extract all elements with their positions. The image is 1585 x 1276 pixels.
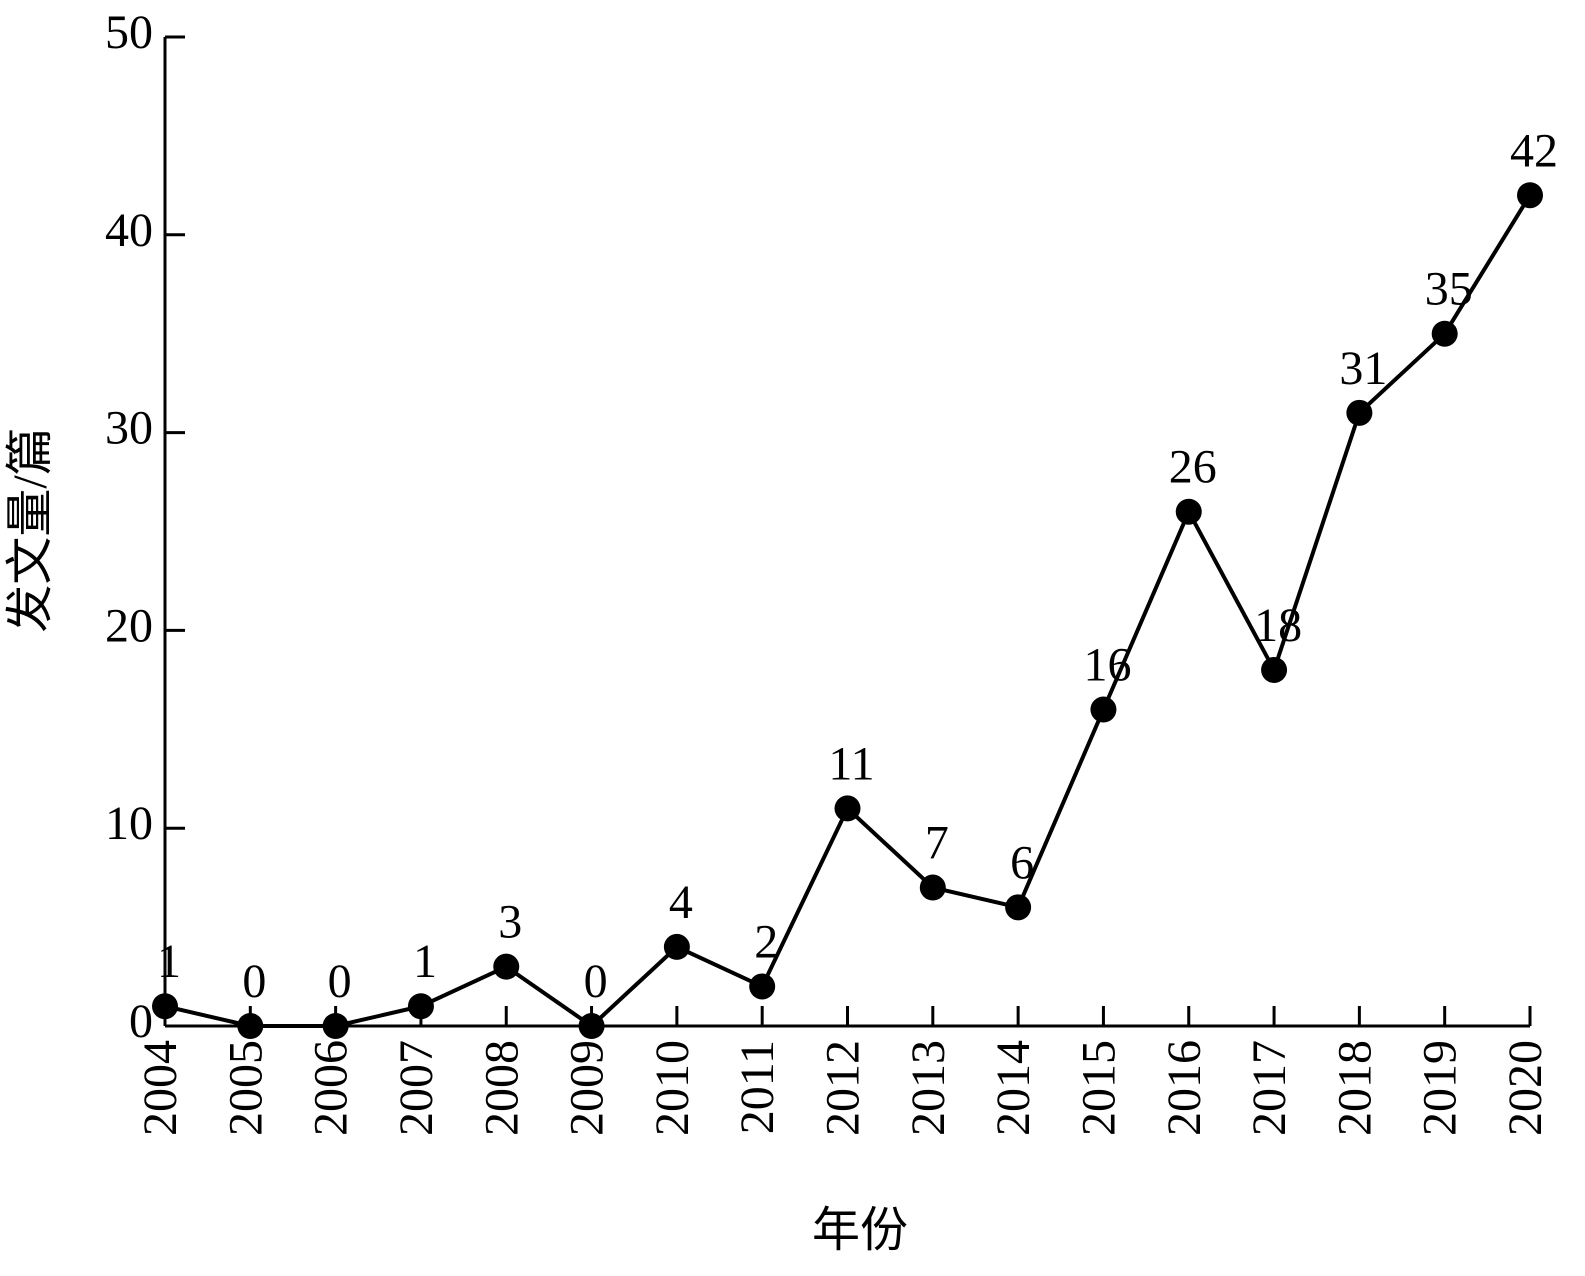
point <box>493 953 520 980</box>
data-label: 16 <box>1083 639 1131 692</box>
point <box>237 1013 264 1039</box>
data-label: 1 <box>413 935 437 988</box>
x-tick-label: 2010 <box>646 1040 699 1136</box>
point <box>1261 656 1288 683</box>
data-label: 7 <box>925 817 949 870</box>
point <box>407 993 434 1020</box>
x-tick-label: 2009 <box>561 1040 614 1136</box>
data-label: 26 <box>1169 441 1217 494</box>
data-label: 6 <box>1010 836 1034 889</box>
x-tick-label: 2004 <box>134 1040 187 1136</box>
x-tick-label: 2018 <box>1328 1040 1381 1136</box>
y-axis-title: 发文量/篇 <box>4 427 57 632</box>
data-label: 11 <box>828 737 874 790</box>
x-tick-label: 2014 <box>987 1040 1040 1136</box>
point <box>322 1013 349 1039</box>
data-label: 0 <box>328 955 352 1008</box>
x-tick-label: 2012 <box>817 1040 870 1136</box>
data-label: 2 <box>754 915 778 968</box>
x-tick-label: 2013 <box>902 1040 955 1136</box>
data-label: 0 <box>584 955 608 1008</box>
point <box>749 973 776 1000</box>
point <box>1175 498 1202 525</box>
point <box>1517 182 1543 209</box>
data-label: 0 <box>242 955 266 1008</box>
data-label: 1 <box>157 935 181 988</box>
point <box>1346 399 1373 426</box>
x-tick-label: 2008 <box>475 1040 528 1136</box>
point <box>152 993 178 1020</box>
y-tick-label: 0 <box>129 995 153 1048</box>
data-label: 42 <box>1510 124 1558 177</box>
point <box>834 795 861 822</box>
x-tick-label: 2020 <box>1499 1040 1552 1136</box>
point <box>578 1013 605 1039</box>
y-tick-label: 10 <box>105 797 153 850</box>
x-tick-label: 2019 <box>1414 1040 1467 1136</box>
x-tick-label: 2007 <box>390 1040 443 1136</box>
data-label: 4 <box>669 876 693 929</box>
point <box>919 874 946 901</box>
data-label: 35 <box>1425 263 1473 316</box>
y-tick-label: 20 <box>105 599 153 652</box>
x-tick-label: 2006 <box>305 1040 358 1136</box>
x-tick-label: 2015 <box>1072 1040 1125 1136</box>
y-tick-label: 50 <box>105 6 153 59</box>
point <box>1090 696 1117 723</box>
x-tick-label: 2011 <box>731 1040 784 1134</box>
data-label: 18 <box>1254 599 1302 652</box>
data-label: 31 <box>1339 342 1387 395</box>
y-tick-label: 30 <box>105 402 153 455</box>
x-tick-label: 2017 <box>1243 1040 1296 1136</box>
line <box>164 194 1532 1029</box>
x-tick-label: 2005 <box>219 1040 272 1136</box>
data-label: 3 <box>498 896 522 949</box>
x-tick-label: 2016 <box>1158 1040 1211 1136</box>
point <box>663 933 690 960</box>
point <box>1431 320 1458 347</box>
x-axis-title: 年份 <box>812 1204 908 1257</box>
y-tick-label: 40 <box>105 204 153 257</box>
point <box>1005 894 1032 921</box>
